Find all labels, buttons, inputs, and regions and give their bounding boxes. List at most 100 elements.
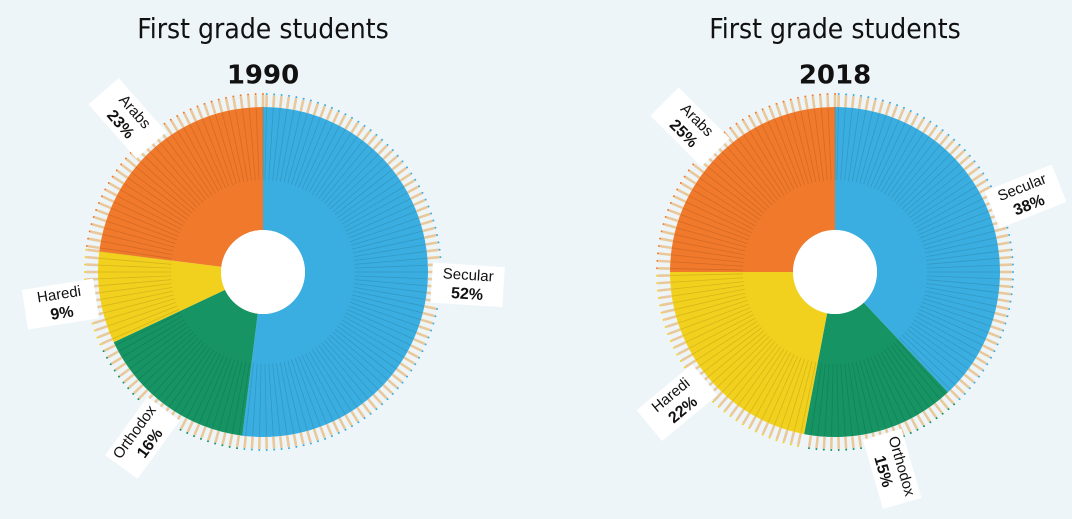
pencil-lead [108,182,110,184]
chart-subtitle: 2018 [799,61,871,91]
pencil-lead [768,437,770,439]
pencil-lead [656,282,658,284]
pencil-tip [416,207,427,211]
pencil-lead [762,434,764,436]
pencil-lead [85,249,87,251]
pencil-tip [986,339,997,344]
pencil-tip [404,357,414,363]
pencil-tip [1000,279,1012,280]
pencil-lead [964,149,966,151]
pencil-tip [945,395,953,404]
pencil-lead [834,93,836,95]
infographic: First grade students1990Secular52%Orthod… [0,0,1072,519]
pencil-lead [414,363,416,365]
pencil-tip [813,96,815,108]
pencil-tip [383,385,392,393]
pencil-tip [419,214,430,218]
pencil-lead [790,443,792,445]
pencil-lead [370,413,372,415]
pencil-tip [363,403,370,413]
pencil-lead [860,95,862,97]
pencil-lead [657,252,659,254]
pencil-tip [955,385,964,393]
pencil-tip [134,385,143,393]
pencil-tip [411,345,422,350]
pencil-lead [207,440,209,442]
pencil-tip [421,221,432,224]
pencil-tip [287,435,289,447]
pencil-lead [351,117,353,119]
pencil-tip [873,100,876,112]
pencil-tip [414,339,425,344]
pencil-lead [317,440,319,442]
pencil-tip [96,326,107,330]
pencil-tip [940,399,948,408]
pencil-tip [999,286,1011,287]
pencil-lead [667,333,669,335]
pencil-lead [381,139,383,141]
pencil-lead [659,238,661,240]
pencil-lead [867,96,869,98]
pencil-tip [363,131,370,141]
pencil-tip [427,257,439,258]
pencil-tip [101,339,112,344]
pencil-lead [247,94,249,96]
pencil-tip [770,425,774,436]
pencil-tip [678,348,689,354]
pencil-lead [755,430,757,432]
pencil-tip [798,99,800,111]
pencil-lead [729,127,731,129]
pencil-lead [310,442,312,444]
pencil-lead [997,343,999,345]
pencil-lead [110,363,112,365]
pencil-lead [993,350,995,352]
pencil-tip [223,433,226,445]
pencil-tip [743,121,749,131]
pencil-lead [783,101,785,103]
pencil-lead [273,93,275,95]
pencil-tip [784,103,787,114]
pencil-tip [824,437,825,449]
pencil-tip [314,429,318,440]
chart-title: First grade students [137,12,389,45]
pencil-lead [1000,337,1002,339]
pencil-lead [193,435,195,437]
pencil-tip [368,399,376,408]
pencil-tip [233,97,235,109]
pencil-lead [684,176,686,178]
pencil-tip [658,282,670,283]
pencil-lead [406,376,408,378]
pencil-lead [896,104,898,106]
pencil-lead [742,423,744,425]
pencil-tip [820,96,821,108]
pencil-tip [333,112,338,123]
pencil-tip [955,151,964,159]
pencil-lead [964,393,966,395]
pencil-lead [903,107,905,109]
pencil-lead [95,209,97,211]
pencil-lead [418,357,420,359]
pencil-lead [656,267,658,269]
pencil-tip [950,146,958,155]
pencil-tip [427,250,439,252]
pencil-lead [1010,241,1012,243]
pencil-lead [92,322,94,324]
pencil-tip [88,246,100,248]
pencil-tip [351,123,357,133]
pencil-lead [676,353,678,355]
pencil-tip [301,433,304,445]
pencil-lead [712,401,714,403]
pencil-lead [266,93,268,95]
pencil-lead [163,123,165,125]
pencil-lead [211,101,213,103]
pencil-lead [853,448,855,450]
pencil-tip [419,326,430,330]
pencil-tip [184,113,189,124]
pencil-tip [333,421,338,432]
pencil-tip [675,197,686,202]
pencil-lead [99,343,101,345]
pencil-lead [344,113,346,115]
pencil-lead [439,256,441,258]
pencil-lead [112,176,114,178]
